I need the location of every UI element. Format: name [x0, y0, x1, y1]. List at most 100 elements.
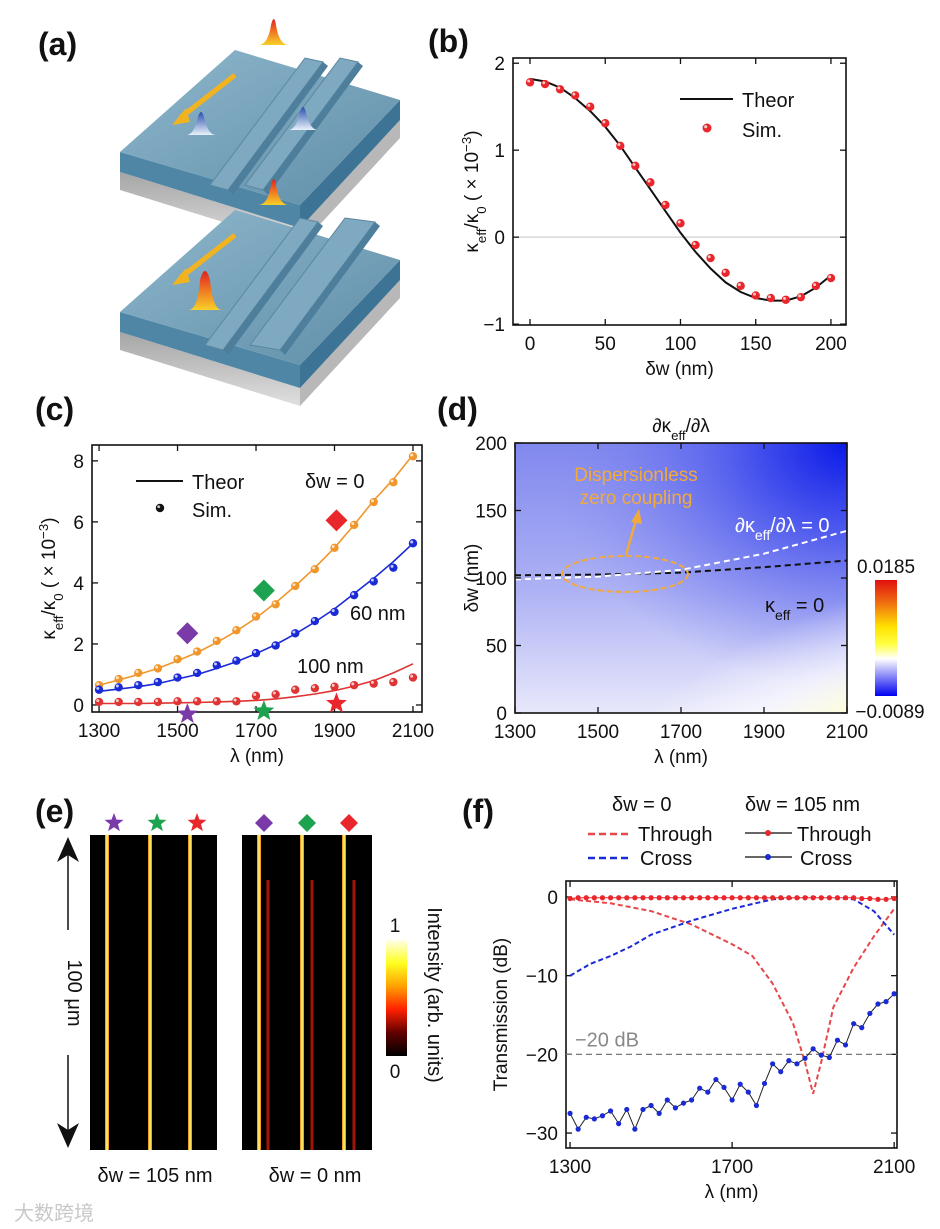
colorbar — [386, 940, 407, 1056]
data-point-highlight — [587, 103, 591, 107]
y-tick-label: 6 — [73, 513, 84, 534]
y-axis-label: κeff/κ0 ( × 10−3) — [459, 130, 489, 252]
y-tick-label: 50 — [486, 637, 507, 658]
data-point — [751, 291, 760, 300]
arrow-down-icon — [57, 1123, 79, 1148]
text-span: eff — [671, 428, 686, 443]
text-span: 8 — [73, 452, 84, 473]
text-span: 100 — [475, 569, 507, 590]
data-point-highlight — [194, 698, 198, 702]
data-point — [705, 895, 711, 901]
data-point — [770, 1061, 776, 1067]
data-point — [676, 219, 685, 228]
data-point-highlight — [722, 270, 726, 273]
text-span: 200 — [475, 434, 507, 455]
data-point — [761, 895, 768, 901]
data-point-highlight — [331, 683, 335, 687]
legend-label-theory: Theor — [742, 90, 795, 112]
colorbar-min-label: −0.0089 — [855, 702, 924, 723]
data-point-highlight — [194, 648, 198, 652]
data-point-highlight — [155, 699, 159, 703]
text-span: 2100 — [873, 1157, 915, 1178]
data-point-highlight — [135, 670, 139, 674]
data-point-highlight — [632, 163, 636, 167]
text-span: δw = 105 nm — [97, 1165, 212, 1187]
text-span: Theor — [192, 472, 245, 494]
text-span: 1300 — [78, 721, 120, 742]
data-point-highlight — [390, 679, 394, 683]
data-point — [408, 452, 418, 461]
x-tick-label: 1300 — [78, 721, 120, 742]
data-point — [706, 253, 715, 263]
data-point — [737, 895, 743, 901]
text-span: 0 — [547, 888, 558, 909]
data-point — [632, 895, 638, 901]
data-point — [688, 1097, 695, 1103]
text-span: κ — [39, 630, 60, 640]
x-tick-label: 1500 — [156, 721, 198, 742]
data-point — [575, 1126, 581, 1132]
text-span: 150 — [475, 502, 507, 523]
data-point — [761, 1080, 768, 1087]
data-point — [330, 607, 339, 617]
data-point — [778, 1069, 784, 1075]
data-point — [736, 281, 745, 291]
data-point — [745, 895, 751, 901]
data-point — [251, 648, 261, 658]
data-point — [555, 85, 565, 94]
x-tick-label: 1700 — [660, 722, 702, 743]
data-point — [607, 1108, 614, 1114]
text-span: κ — [765, 595, 776, 617]
data-point — [632, 1126, 638, 1132]
data-point — [826, 895, 832, 901]
data-point-highlight — [813, 283, 817, 287]
data-point-highlight — [233, 698, 237, 702]
x-tick-label: 150 — [740, 334, 772, 355]
data-point — [192, 668, 202, 678]
legend-label-cross-dw105: Cross — [800, 848, 852, 870]
data-point — [349, 590, 359, 600]
panel-label-e: (e) — [35, 793, 74, 829]
y-tick-label: −30 — [526, 1124, 558, 1145]
heatmap-field — [515, 443, 847, 713]
data-point — [729, 895, 735, 901]
text-span: δw (nm) — [462, 544, 483, 613]
series-label-100nm: 100 nm — [297, 656, 364, 678]
series-label-dw0: δw = 0 — [305, 471, 365, 493]
data-point — [192, 697, 202, 706]
text-span: 50 — [595, 334, 616, 355]
x-tick-label: 1300 — [549, 1157, 591, 1178]
text-span: 1 — [494, 141, 505, 162]
data-point-highlight — [135, 699, 139, 703]
text-span: ) — [462, 130, 483, 136]
data-point — [721, 895, 727, 901]
text-span: λ (nm) — [705, 1182, 759, 1203]
substrate-side — [300, 120, 400, 246]
data-point — [851, 1021, 857, 1027]
theory-curve — [529, 77, 832, 302]
text-span: Through — [638, 824, 713, 846]
text-span: 0.0185 — [857, 557, 915, 578]
arrow-head-icon — [172, 268, 190, 285]
legend-label-sim: Sim. — [742, 120, 782, 142]
diamond-marker — [298, 814, 316, 832]
data-point — [114, 674, 123, 684]
legend-label-through-dw0: Through — [638, 824, 713, 846]
data-point — [891, 895, 897, 902]
data-point — [232, 656, 241, 665]
star-marker — [176, 703, 198, 723]
text-span: 1300 — [494, 722, 536, 743]
text-span: Sim. — [192, 500, 232, 522]
data-point — [883, 896, 889, 902]
input-mode-profile — [258, 179, 289, 205]
slab-front — [120, 312, 300, 388]
plot-frame — [91, 444, 423, 713]
data-point — [389, 478, 398, 487]
x-tick-label: 1700 — [235, 721, 277, 742]
data-point — [153, 677, 163, 687]
text-span: 100 — [665, 334, 697, 355]
text-span: 100 nm — [297, 656, 364, 678]
data-point-highlight — [331, 609, 335, 613]
